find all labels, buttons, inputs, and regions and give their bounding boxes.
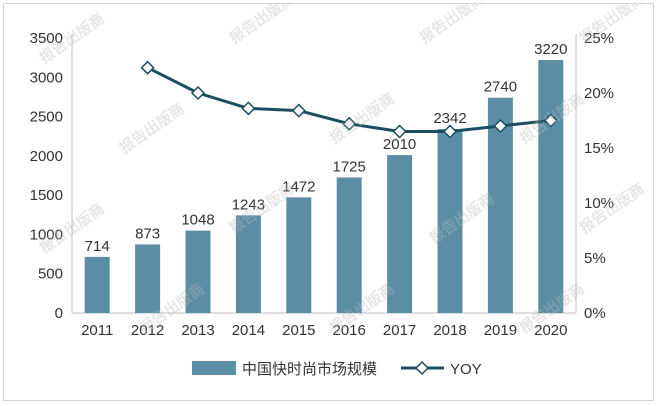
legend-line-label: YOY xyxy=(450,361,482,378)
watermark-text: 报告出版商 xyxy=(226,4,298,47)
watermark-text: 报告出版商 xyxy=(116,100,188,158)
y-left-tick-label: 1500 xyxy=(30,187,63,204)
x-tick-label: 2013 xyxy=(181,322,214,339)
x-tick-label: 2015 xyxy=(282,322,315,339)
bar-data-label: 3220 xyxy=(534,41,567,58)
y-right-tick-label: 5% xyxy=(584,250,606,267)
yoy-point-marker xyxy=(291,103,306,118)
legend-bar-label: 中国快时尚市场规模 xyxy=(242,361,377,378)
bar xyxy=(487,97,513,313)
bar xyxy=(185,230,211,313)
watermark-text: 报告出版商 xyxy=(416,4,488,47)
bar xyxy=(286,197,312,313)
yoy-point-marker xyxy=(543,113,558,128)
x-tick-label: 2018 xyxy=(433,322,466,339)
combo-chart: 0 500 1000 1500 2000 2500 3000 3500 0% 5% 10% 15% 20… xyxy=(30,4,648,378)
y-right-tick-label: 0% xyxy=(584,305,606,322)
y-left-tick-label: 3500 xyxy=(30,30,63,47)
y-left-tick-label: 1000 xyxy=(30,226,63,243)
bar-data-label: 2342 xyxy=(433,110,466,127)
bar-data-label: 1725 xyxy=(333,158,366,175)
y-left-tick-label: 0 xyxy=(55,305,63,322)
chart-frame: 0 500 1000 1500 2000 2500 3000 3500 0% 5% 10% 15% 20… xyxy=(3,3,654,401)
bar xyxy=(437,128,463,313)
bar-data-label: 2010 xyxy=(383,136,416,153)
y-right-tick-label: 15% xyxy=(584,140,614,157)
yoy-point-marker xyxy=(442,124,458,139)
x-tick-label: 2020 xyxy=(534,322,567,339)
y-left-tick-label: 2000 xyxy=(30,148,63,165)
legend-line-marker xyxy=(414,360,430,376)
legend-bar-swatch xyxy=(192,361,236,375)
bar-data-label: 714 xyxy=(85,238,110,255)
bar-data-label: 1472 xyxy=(282,178,315,195)
x-tick-label: 2014 xyxy=(232,322,265,339)
y-left-tick-label: 2500 xyxy=(30,109,63,126)
x-tick-label: 2017 xyxy=(383,322,416,339)
y-left-tick-label: 500 xyxy=(38,266,63,283)
yoy-point-marker xyxy=(190,85,206,101)
x-tick-label: 2011 xyxy=(81,322,113,339)
bar-data-label: 1243 xyxy=(232,196,265,213)
bar xyxy=(235,215,261,313)
x-tick-label: 2012 xyxy=(131,322,164,339)
bar xyxy=(387,155,413,313)
yoy-point-marker xyxy=(140,60,155,75)
y-right-tick-label: 20% xyxy=(584,85,614,102)
bar xyxy=(84,256,110,313)
bar xyxy=(336,177,362,313)
yoy-point-marker xyxy=(392,124,407,139)
bar xyxy=(135,244,161,313)
x-tick-label: 2019 xyxy=(484,322,517,339)
yoy-point-marker xyxy=(241,101,256,116)
y-right-tick-label: 10% xyxy=(584,195,614,212)
bar-data-label: 873 xyxy=(135,225,160,242)
x-tick-label: 2016 xyxy=(333,322,366,339)
yoy-point-marker xyxy=(493,118,508,134)
yoy-point-marker xyxy=(342,116,357,131)
bar-data-label: 2740 xyxy=(484,79,517,96)
bar-data-label: 1048 xyxy=(181,212,214,229)
y-left-tick-label: 3000 xyxy=(30,69,63,86)
bar xyxy=(538,60,564,313)
y-right-tick-label: 25% xyxy=(584,30,614,47)
